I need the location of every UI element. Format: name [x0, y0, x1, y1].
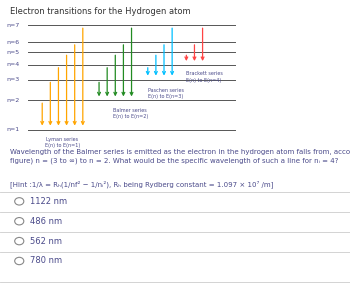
Text: Lyman series
E(n) to E(n=1): Lyman series E(n) to E(n=1) — [45, 137, 80, 149]
Text: n=2: n=2 — [7, 98, 20, 103]
Text: 562 nm: 562 nm — [30, 237, 62, 246]
Text: 1122 nm: 1122 nm — [30, 197, 67, 206]
Text: Wavelength of the Balmer series is emitted as the electron in the hydrogen atom : Wavelength of the Balmer series is emitt… — [10, 149, 350, 164]
Text: Electron transitions for the Hydrogen atom: Electron transitions for the Hydrogen at… — [10, 7, 191, 16]
Text: n=4: n=4 — [7, 62, 20, 67]
Text: n=5: n=5 — [7, 50, 20, 55]
Text: n=3: n=3 — [7, 77, 20, 82]
Text: n=6: n=6 — [7, 39, 20, 45]
Text: Brackett series
E(n) to E(n=4): Brackett series E(n) to E(n=4) — [186, 71, 223, 83]
Text: 486 nm: 486 nm — [30, 217, 62, 226]
Text: n=1: n=1 — [7, 127, 20, 132]
Text: Balmer series
E(n) to E(n=2): Balmer series E(n) to E(n=2) — [113, 108, 148, 119]
Text: 780 nm: 780 nm — [30, 256, 62, 266]
Text: n=7: n=7 — [7, 23, 20, 28]
Text: [Hint :1/λ = Rₕ(1/nf² − 1/nᵢ²), Rₕ being Rydberg constant = 1.097 × 10⁷ /m]: [Hint :1/λ = Rₕ(1/nf² − 1/nᵢ²), Rₕ being… — [10, 180, 274, 188]
Text: Paschen series
E(n) to E(n=3): Paschen series E(n) to E(n=3) — [148, 88, 184, 99]
